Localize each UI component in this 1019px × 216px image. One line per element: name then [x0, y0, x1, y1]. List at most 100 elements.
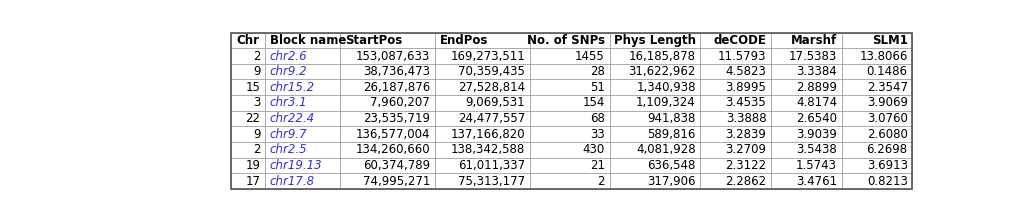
Text: 31,622,962: 31,622,962: [628, 65, 695, 78]
Text: 138,342,588: 138,342,588: [450, 143, 525, 156]
Bar: [841, 33, 912, 48]
Text: 153,087,633: 153,087,633: [356, 49, 430, 62]
Text: 3.5438: 3.5438: [796, 143, 837, 156]
Text: 4,081,928: 4,081,928: [636, 143, 695, 156]
Text: 11.5793: 11.5793: [717, 49, 765, 62]
Bar: [231, 33, 265, 48]
Text: 0.8213: 0.8213: [866, 175, 907, 188]
Text: 636,548: 636,548: [647, 159, 695, 172]
Bar: [841, 95, 912, 111]
Text: chr2.6: chr2.6: [270, 49, 308, 62]
Bar: [339, 48, 434, 64]
Text: chr22.4: chr22.4: [270, 112, 315, 125]
Bar: [265, 111, 339, 126]
Text: 2.6080: 2.6080: [866, 128, 907, 141]
Text: No. of SNPs: No. of SNPs: [526, 34, 604, 47]
Bar: [265, 126, 339, 142]
Text: 26,187,876: 26,187,876: [363, 81, 430, 94]
Text: 0.1486: 0.1486: [866, 65, 907, 78]
Bar: [841, 126, 912, 142]
Bar: [530, 142, 609, 158]
Text: 9,069,531: 9,069,531: [465, 96, 525, 110]
Text: 74,995,271: 74,995,271: [363, 175, 430, 188]
Bar: [530, 48, 609, 64]
Text: EndPos: EndPos: [439, 34, 487, 47]
Bar: [231, 111, 265, 126]
Bar: [609, 111, 700, 126]
Bar: [770, 33, 841, 48]
Text: 2.3547: 2.3547: [866, 81, 907, 94]
Text: 9: 9: [253, 65, 260, 78]
Text: 3.2839: 3.2839: [725, 128, 765, 141]
Text: 941,838: 941,838: [647, 112, 695, 125]
Bar: [434, 95, 530, 111]
Text: 68: 68: [589, 112, 604, 125]
Bar: [530, 95, 609, 111]
Bar: [434, 111, 530, 126]
Bar: [700, 142, 770, 158]
Text: chr9.7: chr9.7: [270, 128, 308, 141]
Bar: [265, 48, 339, 64]
Bar: [265, 142, 339, 158]
Bar: [339, 142, 434, 158]
Text: 21: 21: [589, 159, 604, 172]
Bar: [339, 79, 434, 95]
Text: Chr: Chr: [236, 34, 260, 47]
Text: 3.4535: 3.4535: [725, 96, 765, 110]
Bar: [609, 126, 700, 142]
Text: 3.3888: 3.3888: [726, 112, 765, 125]
Bar: [265, 79, 339, 95]
Text: chr15.2: chr15.2: [270, 81, 315, 94]
Bar: [339, 64, 434, 79]
Text: 2: 2: [253, 143, 260, 156]
Text: 3.0760: 3.0760: [866, 112, 907, 125]
Text: 3.9069: 3.9069: [866, 96, 907, 110]
Text: 317,906: 317,906: [647, 175, 695, 188]
Bar: [700, 173, 770, 189]
Bar: [841, 79, 912, 95]
Bar: [841, 48, 912, 64]
Bar: [265, 158, 339, 173]
Bar: [530, 126, 609, 142]
Bar: [530, 79, 609, 95]
Text: 2: 2: [597, 175, 604, 188]
Bar: [339, 95, 434, 111]
Bar: [434, 173, 530, 189]
Bar: [700, 126, 770, 142]
Text: 6.2698: 6.2698: [866, 143, 907, 156]
Text: 38,736,473: 38,736,473: [363, 65, 430, 78]
Bar: [700, 158, 770, 173]
Bar: [841, 158, 912, 173]
Bar: [231, 48, 265, 64]
Bar: [434, 158, 530, 173]
Text: 70,359,435: 70,359,435: [458, 65, 525, 78]
Text: chr9.2: chr9.2: [270, 65, 308, 78]
Text: 154: 154: [582, 96, 604, 110]
Bar: [339, 111, 434, 126]
Text: deCODE: deCODE: [713, 34, 765, 47]
Bar: [770, 126, 841, 142]
Text: 19: 19: [246, 159, 260, 172]
Bar: [231, 79, 265, 95]
Text: 169,273,511: 169,273,511: [450, 49, 525, 62]
Bar: [770, 48, 841, 64]
Text: 136,577,004: 136,577,004: [356, 128, 430, 141]
Text: 33: 33: [589, 128, 604, 141]
Text: chr3.1: chr3.1: [270, 96, 308, 110]
Text: 28: 28: [589, 65, 604, 78]
Text: 2.3122: 2.3122: [725, 159, 765, 172]
Text: 7,960,207: 7,960,207: [370, 96, 430, 110]
Bar: [700, 48, 770, 64]
Text: 4.5823: 4.5823: [725, 65, 765, 78]
Bar: [770, 64, 841, 79]
Bar: [770, 79, 841, 95]
Bar: [770, 95, 841, 111]
Bar: [530, 158, 609, 173]
Text: 4.8174: 4.8174: [795, 96, 837, 110]
Bar: [770, 111, 841, 126]
Bar: [770, 173, 841, 189]
Text: 17: 17: [246, 175, 260, 188]
Bar: [530, 173, 609, 189]
Bar: [339, 158, 434, 173]
Bar: [609, 48, 700, 64]
